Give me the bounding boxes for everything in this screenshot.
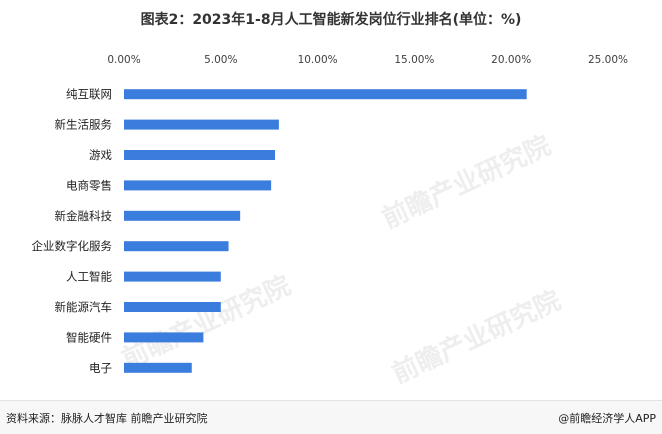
- bar: [124, 210, 241, 221]
- category-label: 新金融科技: [55, 209, 113, 223]
- bars: [124, 89, 527, 373]
- bar: [124, 271, 221, 282]
- brand-credit: @前瞻经济学人APP: [558, 412, 656, 425]
- x-tick-label: 0.00%: [107, 54, 140, 66]
- category-labels: 纯互联网新生活服务游戏电商零售新金融科技企业数字化服务人工智能新能源汽车智能硬件…: [32, 87, 113, 375]
- bar: [124, 150, 276, 160]
- x-tick-label: 5.00%: [204, 54, 237, 66]
- source-note: 资料来源：脉脉人才智库 前瞻产业研究院: [6, 412, 208, 425]
- category-label: 游戏: [89, 148, 112, 162]
- x-tick-label: 20.00%: [491, 54, 531, 66]
- x-tick-label: 15.00%: [394, 54, 434, 66]
- bar: [124, 119, 279, 130]
- category-label: 企业数字化服务: [32, 239, 113, 253]
- category-label: 纯互联网: [66, 87, 112, 101]
- x-tick-label: 25.00%: [588, 54, 628, 66]
- bar: [124, 89, 527, 100]
- category-label: 人工智能: [66, 270, 112, 284]
- x-axis-ticks: 0.00% 5.00% 10.00% 15.00% 20.00% 25.00%: [107, 54, 628, 66]
- category-label: 电商零售: [66, 178, 112, 192]
- category-label: 新能源汽车: [55, 300, 113, 314]
- x-tick-label: 10.00%: [298, 54, 338, 66]
- bar: [124, 332, 204, 343]
- chart-title: 图表2：2023年1-8月人工智能新发岗位行业排名(单位：%): [140, 12, 522, 28]
- category-label: 新生活服务: [55, 118, 113, 132]
- watermark-text: 前瞻产业研究院: [377, 130, 555, 235]
- footer: 资料来源：脉脉人才智库 前瞻产业研究院 @前瞻经济学人APP: [0, 400, 662, 434]
- category-label: 电子: [89, 361, 112, 375]
- watermark-text: 前瞻产业研究院: [117, 270, 295, 375]
- watermark-text: 前瞻产业研究院: [387, 285, 565, 390]
- bar: [124, 241, 229, 252]
- category-label: 智能硬件: [66, 330, 112, 344]
- bar: [124, 180, 272, 191]
- bar: [124, 302, 221, 312]
- bar: [124, 362, 192, 373]
